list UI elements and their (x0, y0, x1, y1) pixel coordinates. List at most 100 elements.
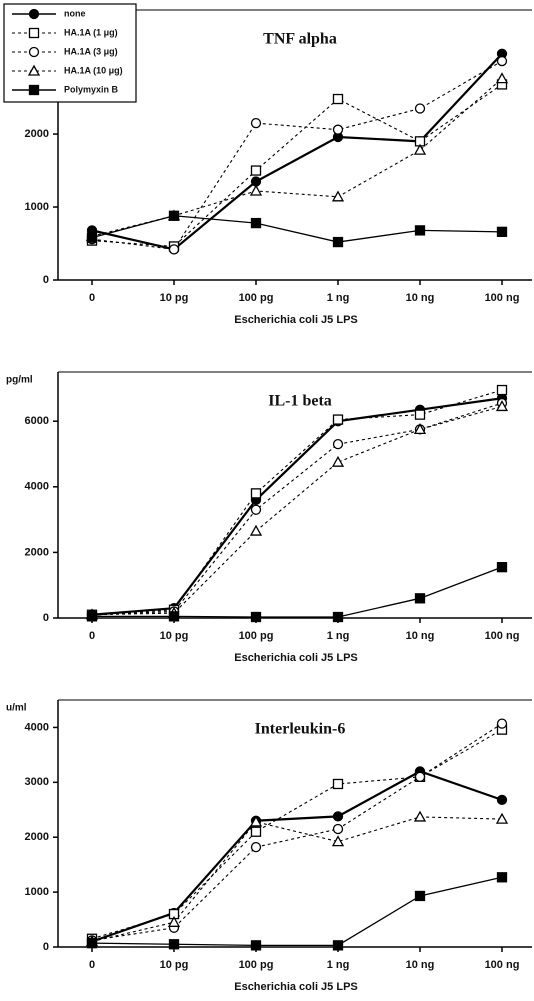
x-tick-label: 0 (89, 959, 95, 971)
legend-label: HA.1A (3 μg) (64, 46, 118, 56)
marker (168, 244, 180, 255)
marker (249, 524, 263, 536)
marker (250, 165, 262, 176)
y-tick-label: 2000 (25, 831, 49, 843)
y-unit: u/ml (6, 703, 27, 714)
marker (331, 190, 345, 202)
marker (27, 64, 41, 76)
marker (86, 938, 98, 949)
marker (495, 72, 509, 84)
x-tick-label: 100 pg (239, 630, 274, 642)
marker (250, 117, 262, 129)
marker (414, 225, 426, 236)
x-tick-label: 100 ng (485, 959, 520, 971)
x-tick-label: 100 pg (239, 959, 274, 971)
marker (496, 562, 508, 573)
series-line (91, 770, 503, 943)
marker (250, 504, 262, 515)
series-line (91, 405, 503, 616)
x-tick-label: 10 pg (160, 630, 189, 642)
series-line (92, 566, 503, 618)
marker (331, 835, 345, 847)
marker (250, 488, 262, 499)
series-line (91, 723, 503, 941)
marker (332, 414, 344, 425)
y-tick-label: 2000 (25, 128, 49, 140)
legend-box (3, 3, 137, 103)
marker (332, 93, 344, 105)
legend-label: Polymyxin B (64, 84, 119, 94)
marker (496, 55, 508, 67)
y-tick-label: 0 (43, 941, 49, 953)
x-tick-label: 10 pg (160, 959, 189, 971)
marker (28, 46, 40, 58)
marker (28, 84, 40, 96)
marker (250, 826, 262, 837)
series-line (91, 389, 503, 616)
chart-title: Interleukin-6 (255, 721, 346, 738)
marker (496, 794, 508, 806)
series-line (91, 397, 503, 616)
marker (496, 718, 508, 729)
x-tick-label: 100 ng (485, 630, 520, 642)
marker (28, 27, 40, 39)
marker (332, 236, 344, 248)
marker (496, 384, 508, 396)
series-line (91, 816, 503, 943)
marker (250, 217, 262, 229)
series-line (91, 60, 503, 250)
y-tick-label: 1000 (25, 201, 49, 213)
x-tick-label: 0 (89, 292, 95, 304)
marker (332, 823, 344, 835)
marker (249, 184, 263, 196)
marker (495, 400, 509, 412)
marker (331, 455, 345, 467)
marker (332, 940, 344, 951)
y-tick-label: 2000 (25, 546, 49, 558)
x-tick-label: 0 (89, 630, 95, 642)
marker (332, 439, 344, 450)
chart-title: IL-1 beta (268, 393, 332, 410)
marker (249, 815, 263, 827)
legend-label: HA.1A (1 μg) (64, 27, 118, 37)
x-tick-label: 100 ng (485, 292, 520, 304)
marker (496, 226, 508, 237)
series-line (91, 876, 503, 947)
y-tick-label: 0 (43, 612, 49, 624)
x-tick-label: 100 pg (239, 292, 274, 304)
series-line (91, 729, 503, 940)
x-tick-label: 10 ng (406, 959, 435, 971)
marker (250, 940, 262, 951)
y-tick-label: 0 (43, 274, 49, 286)
chart-title: TNF alpha (263, 31, 337, 48)
marker (413, 423, 427, 435)
marker (413, 810, 427, 822)
marker (167, 915, 181, 927)
marker (414, 103, 426, 114)
legend-label: none (64, 8, 86, 18)
y-tick-label: 1000 (25, 886, 49, 898)
x-tick-label: 10 ng (406, 630, 435, 642)
series-line (91, 402, 503, 616)
y-tick-label: 4000 (25, 481, 49, 493)
y-tick-label: 4000 (25, 721, 49, 733)
x-label: Escherichia coli J5 LPS (234, 652, 358, 664)
marker (414, 771, 426, 782)
marker (332, 811, 344, 822)
marker (414, 409, 426, 420)
series-line (91, 78, 503, 237)
x-tick-label: 1 ng (327, 630, 350, 642)
marker (414, 593, 426, 604)
marker (86, 232, 98, 243)
y-tick-label: 6000 (25, 415, 49, 427)
marker (168, 210, 180, 221)
marker (250, 841, 262, 853)
x-tick-label: 10 ng (406, 292, 435, 304)
marker (495, 812, 509, 824)
y-tick-label: 3000 (25, 776, 49, 788)
legend-label: HA.1A (10 μg) (64, 65, 123, 75)
marker (496, 872, 508, 883)
marker (168, 611, 180, 622)
x-tick-label: 10 pg (160, 292, 189, 304)
x-tick-label: 1 ng (327, 959, 350, 971)
